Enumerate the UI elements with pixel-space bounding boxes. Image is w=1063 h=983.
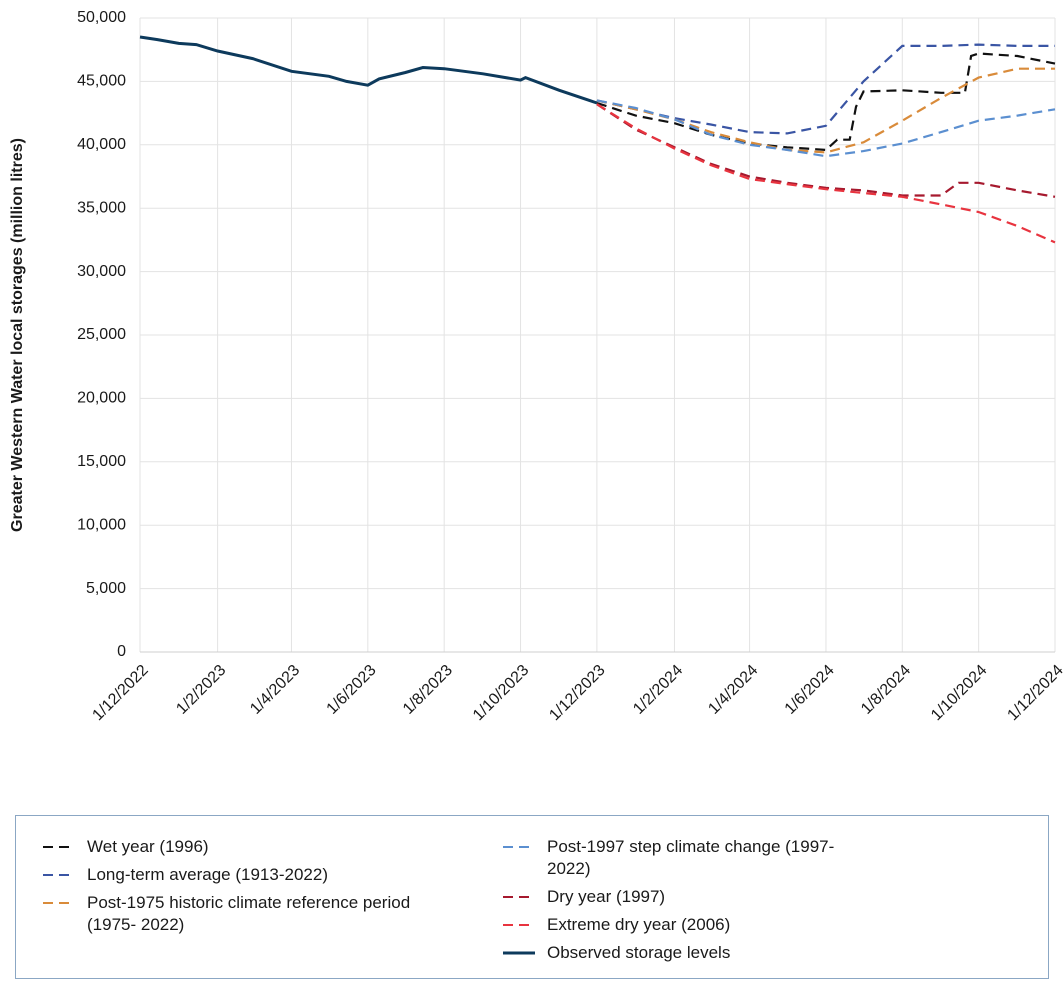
legend-swatch — [503, 951, 535, 955]
series-line — [596, 99, 1056, 158]
x-tick-label: 1/10/2024 — [928, 662, 990, 724]
legend-swatch — [503, 924, 535, 926]
x-tick-label: 1/8/2024 — [858, 662, 914, 718]
legend-label: Dry year (1997) — [547, 887, 666, 906]
y-tick-label: 35,000 — [77, 199, 126, 216]
x-tick-label: 1/10/2023 — [470, 662, 532, 724]
series-line — [596, 103, 1056, 244]
x-tick-label: 1/8/2023 — [400, 662, 456, 718]
series-line — [596, 103, 1056, 198]
y-axis-title: Greater Western Water local storages (mi… — [9, 138, 26, 532]
legend-label: Observed storage levels — [547, 943, 731, 962]
x-tick-label: 1/6/2023 — [324, 662, 380, 718]
legend-column: Post-1997 step climate change (1997-2022… — [501, 836, 877, 962]
legend-swatch — [43, 874, 75, 876]
legend-label: Long-term average (1913-2022) — [87, 865, 328, 884]
x-tick-label: 1/2/2024 — [630, 662, 686, 718]
y-tick-label: 25,000 — [77, 326, 126, 343]
legend: Wet year (1996) Long-term average (1913-2… — [15, 815, 1049, 979]
legend-column: Wet year (1996) Long-term average (1913-2… — [41, 836, 461, 958]
x-tick-label: 1/6/2024 — [782, 662, 838, 718]
series-line — [596, 67, 1055, 154]
x-tick-label: 1/2/2023 — [173, 662, 229, 718]
x-tick-label: 1/4/2024 — [705, 662, 761, 718]
legend-label: Post-1997 step climate change (1997-2022… — [547, 837, 835, 878]
chart: Greater Western Water local storages (mi… — [9, 9, 1063, 724]
legend-entry: Post-1997 step climate change (1997-2022… — [501, 836, 877, 880]
legend-label: Extreme dry year (2006) — [547, 915, 731, 934]
legend-swatch — [43, 846, 75, 848]
legend-entry: Post-1975 historic climate reference per… — [41, 892, 461, 936]
series-line — [139, 35, 598, 105]
legend-swatch — [503, 896, 535, 898]
y-tick-label: 20,000 — [77, 390, 126, 407]
y-tick-label: 30,000 — [77, 263, 126, 280]
y-tick-label: 5,000 — [86, 580, 126, 597]
legend-label: Wet year (1996) — [87, 837, 209, 856]
legend-entry: Observed storage levels — [501, 942, 877, 964]
y-tick-label: 50,000 — [77, 9, 126, 26]
x-tick-label: 1/4/2023 — [247, 662, 303, 718]
x-tick-label: 1/12/2022 — [89, 662, 151, 724]
x-tick-label: 1/12/2023 — [546, 662, 608, 724]
y-tick-label: 45,000 — [77, 73, 126, 90]
series-line — [596, 43, 1055, 135]
y-tick-label: 40,000 — [77, 136, 126, 153]
legend-label: Post-1975 historic climate reference per… — [87, 893, 411, 934]
y-tick-label: 10,000 — [77, 516, 126, 533]
x-tick-label: 1/12/2024 — [1004, 662, 1063, 724]
legend-swatch — [43, 902, 75, 904]
y-tick-label: 0 — [117, 643, 126, 660]
legend-swatch — [503, 846, 535, 848]
y-tick-label: 15,000 — [77, 453, 126, 470]
legend-entry: Long-term average (1913-2022) — [41, 864, 461, 886]
legend-entry: Wet year (1996) — [41, 836, 461, 858]
legend-entry: Extreme dry year (2006) — [501, 914, 877, 936]
legend-entry: Dry year (1997) — [501, 886, 877, 908]
